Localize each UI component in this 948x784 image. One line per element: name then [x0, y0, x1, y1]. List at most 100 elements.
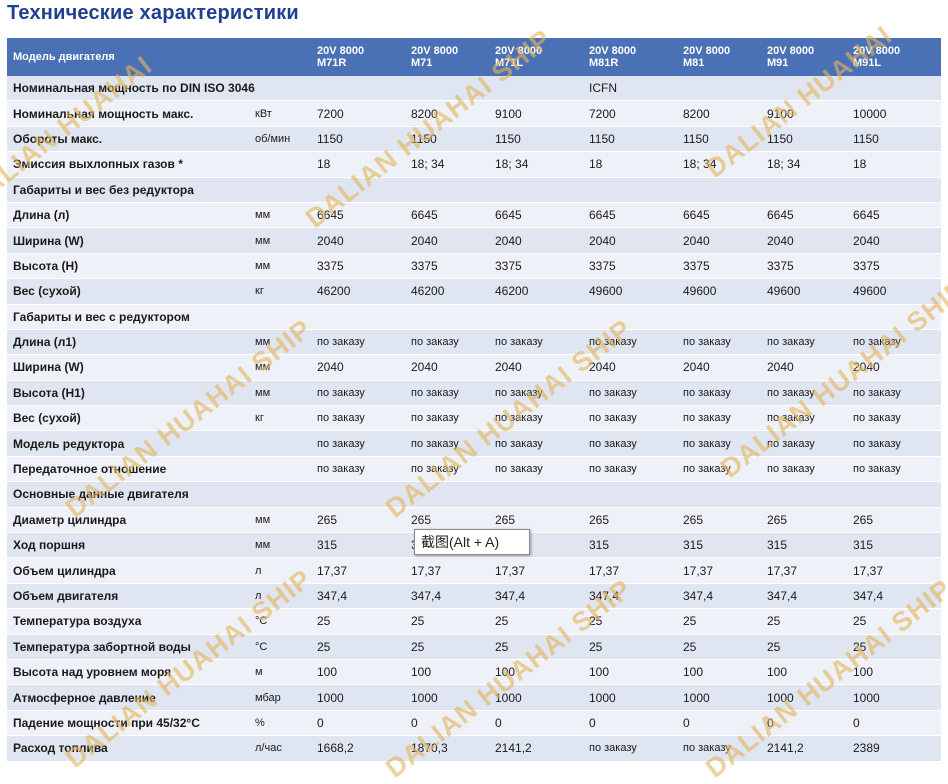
unit-cell: об/мин [249, 126, 311, 153]
value-cell: 347,4 [583, 583, 677, 610]
value-cell: 1000 [405, 684, 489, 711]
value-cell: 1150 [311, 126, 405, 153]
param-label: Длина (л) [7, 202, 249, 229]
value-cell: 8200 [677, 100, 761, 127]
section-label: Номинальная мощность по DIN ISO 3046 [7, 76, 583, 102]
value-cell: по заказу [405, 456, 489, 483]
value-cell: 0 [489, 710, 583, 737]
value-cell: 100 [311, 659, 405, 686]
value-cell: 25 [311, 634, 405, 660]
value-cell: 1000 [489, 684, 583, 711]
value-cell: 347,4 [761, 583, 847, 610]
spec-table-body: Номинальная мощность по DIN ISO 3046 ICFN… [7, 76, 941, 762]
value-cell: по заказу [311, 329, 405, 356]
value-cell: по заказу [583, 329, 677, 356]
value-cell: 25 [761, 634, 847, 660]
value-cell: 2040 [311, 227, 405, 254]
value-cell: 3375 [847, 253, 941, 280]
section-label: Основные данные двигателя [7, 481, 583, 508]
unit-cell: л [249, 583, 311, 610]
unit-cell: л [249, 557, 311, 584]
value-cell: 2040 [489, 227, 583, 254]
unit-cell: кг [249, 405, 311, 432]
section-label: Габариты и вес без редуктора [7, 177, 583, 203]
table-row: Ширина (W) мм 2040 2040 2040 2040 2040 2040 2040 [7, 227, 941, 254]
unit-cell: °C [249, 608, 311, 635]
value-cell: по заказу [677, 380, 761, 407]
value-cell: 9100 [761, 100, 847, 127]
value-cell: по заказу [489, 405, 583, 432]
param-label: Высота (H) [7, 253, 249, 280]
table-row: Высота (H) мм 3375 3375 3375 3375 3375 3375 3375 [7, 253, 941, 280]
value-cell: 1000 [677, 684, 761, 711]
value-cell: 18 [847, 151, 941, 178]
value-cell: 265 [405, 507, 489, 534]
value-cell: 49600 [761, 278, 847, 305]
table-row: Длина (л) мм 6645 6645 6645 6645 6645 6645 6645 [7, 202, 941, 229]
value-cell: 0 [847, 710, 941, 737]
value-cell: 18 [311, 151, 405, 178]
value-cell: 10000 [847, 100, 941, 127]
screenshot-tooltip: 截图(Alt + A) [414, 529, 530, 555]
value-cell: 46200 [311, 278, 405, 305]
value-cell: 25 [847, 634, 941, 660]
section-note [583, 481, 941, 508]
section-note [583, 304, 941, 330]
value-cell: по заказу [489, 380, 583, 407]
unit-cell: % [249, 710, 311, 737]
table-row: Передаточное отношение по заказу по заказу… [7, 456, 941, 483]
table-row: Вес (сухой) кг 46200 46200 46200 49600 49600 49… [7, 278, 941, 305]
value-cell: по заказу [677, 329, 761, 356]
value-cell: 49600 [677, 278, 761, 305]
value-cell: 6645 [405, 202, 489, 229]
value-cell: 347,4 [311, 583, 405, 610]
header-model: 20V 8000 M71L [489, 38, 583, 76]
value-cell: 49600 [847, 278, 941, 305]
value-cell: 25 [583, 608, 677, 635]
table-row: Номинальная мощность макс. кВт 7200 8200 910… [7, 100, 941, 127]
unit-cell: мм [249, 532, 311, 559]
value-cell: 7200 [583, 100, 677, 127]
unit-cell: кВт [249, 100, 311, 127]
value-cell: 2040 [761, 354, 847, 381]
value-cell: 1150 [405, 126, 489, 153]
table-row: Расход топлива л/час 1668,2 1870,3 2141,2 по … [7, 735, 941, 762]
table-row: Объем цилиндра л 17,37 17,37 17,37 17,37 17,37… [7, 557, 941, 584]
param-label: Атмосферное давление [7, 684, 249, 711]
value-cell: 100 [489, 659, 583, 686]
value-cell: 18; 34 [489, 151, 583, 178]
table-row: Объем двигателя л 347,4 347,4 347,4 347,4 347,… [7, 583, 941, 610]
value-cell: 100 [847, 659, 941, 686]
value-cell: 1150 [761, 126, 847, 153]
unit-cell: мм [249, 227, 311, 254]
value-cell: 2141,2 [761, 735, 847, 762]
table-row: Высота (H1) мм по заказу по заказу по заказу… [7, 380, 941, 407]
value-cell: 17,37 [405, 557, 489, 584]
table-row: Температура воздуха °C 25 25 25 25 25 25 25 [7, 608, 941, 635]
value-cell: 6645 [489, 202, 583, 229]
value-cell: по заказу [761, 405, 847, 432]
unit-cell [249, 151, 311, 178]
value-cell: по заказу [847, 329, 941, 356]
value-cell: 18; 34 [761, 151, 847, 178]
value-cell: по заказу [489, 329, 583, 356]
value-cell: 2040 [677, 354, 761, 381]
value-cell: 6645 [677, 202, 761, 229]
unit-cell: мбар [249, 684, 311, 711]
table-row: Вес (сухой) кг по заказу по заказу по заказу… [7, 405, 941, 432]
value-cell: 347,4 [405, 583, 489, 610]
value-cell: по заказу [847, 380, 941, 407]
value-cell: 3375 [677, 253, 761, 280]
table-row: Температура забортной воды °C 25 25 25 25 25 25… [7, 634, 941, 660]
value-cell: 2040 [583, 227, 677, 254]
value-cell: по заказу [405, 405, 489, 432]
unit-cell: м [249, 659, 311, 686]
param-label: Обороты макс. [7, 126, 249, 153]
value-cell: 25 [489, 634, 583, 660]
value-cell: 2040 [405, 227, 489, 254]
section-row: Габариты и вес без редуктора [7, 177, 941, 203]
table-row: Эмиссия выхлопных газов * 18 18; 34 18; 34 1… [7, 151, 941, 178]
table-row: Ход поршнямм315315315315315315315 [7, 532, 941, 559]
param-label: Падение мощности при 45/32°C [7, 710, 249, 737]
section-label: Габариты и вес с редуктором [7, 304, 583, 330]
